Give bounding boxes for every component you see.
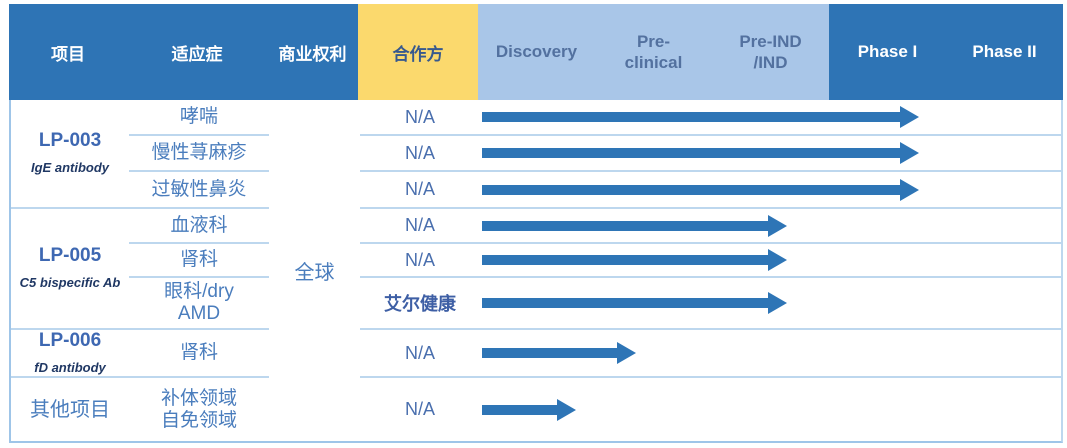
partner-cell: N/A: [404, 249, 435, 270]
partner-cell: N/A: [404, 179, 435, 199]
progress-arrow: [482, 249, 788, 271]
chart-cell: [480, 378, 1061, 441]
project-name: 其他项目: [30, 398, 110, 421]
chart-cell: [480, 100, 1061, 134]
arrow-head-icon: [768, 249, 788, 271]
project-block: LP-005 C5 bispecific Ab: [11, 209, 129, 330]
indication-cell: 补体领域 自免领域: [160, 387, 237, 431]
table-row: N/A: [360, 172, 1061, 209]
indication-column: 哮喘 慢性荨麻疹 过敏性鼻炎 血液科 肾科 眼科/dry AMD 肾科 补体领域 自免领域: [129, 100, 269, 441]
project-block: 其他项目: [11, 378, 129, 441]
table-body: LP-003 IgE antibody LP-005 C5 bispecific Ab…: [9, 100, 1063, 443]
indication-cell: 肾科: [129, 330, 269, 378]
arrow-shaft: [482, 255, 769, 265]
header-cell-indication: 适应症: [127, 4, 267, 100]
arrow-head-icon: [899, 178, 919, 201]
table-row: N/A: [360, 100, 1061, 136]
table-row: N/A: [360, 136, 1061, 172]
progress-arrow: [482, 292, 788, 314]
progress-arrow: [482, 178, 919, 201]
progress-arrow: [482, 398, 577, 421]
arrow-head-icon: [768, 292, 788, 314]
header-cell-rights: 商业权利: [267, 4, 358, 100]
chart-cell: [480, 172, 1061, 207]
arrow-shaft: [482, 404, 558, 415]
header-cell-stage-phase-i: Phase I: [829, 4, 946, 100]
partner-cell: N/A: [404, 215, 435, 235]
indication-cell: 过敏性鼻炎: [129, 172, 269, 209]
chart-cell: [480, 278, 1061, 328]
partner-cell: N/A: [404, 342, 435, 363]
table-row: N/A: [360, 244, 1061, 278]
table-row: N/A: [360, 378, 1061, 441]
project-subtitle: fD antibody: [34, 359, 106, 375]
project-name: LP-003: [38, 130, 102, 152]
rights-column: 全球: [269, 100, 360, 441]
table-row: 艾尔健康: [360, 278, 1061, 330]
progress-arrow: [482, 142, 919, 164]
arrow-shaft: [482, 112, 900, 122]
arrow-head-icon: [899, 106, 919, 128]
progress-arrow: [482, 214, 788, 237]
project-subtitle: C5 bispecific Ab: [19, 275, 121, 291]
partner-cell: N/A: [404, 106, 435, 127]
pipeline-table: 项目 适应症 商业权利 合作方 Discovery Pre- clinical Pr…: [9, 4, 1063, 443]
header-cell-stage-pre-clinical: Pre- clinical: [595, 4, 712, 100]
project-block: LP-003 IgE antibody: [11, 100, 129, 209]
chart-cell: [480, 330, 1061, 376]
header-row: 项目 适应症 商业权利 合作方 Discovery Pre- clinical Pr…: [9, 4, 1063, 100]
arrow-head-icon: [899, 142, 919, 164]
project-name: LP-005: [38, 245, 102, 267]
indication-cell: 哮喘: [129, 100, 269, 136]
table-row: N/A: [360, 209, 1061, 244]
chart-cell: [480, 136, 1061, 170]
header-cell-stage-phase-ii: Phase II: [946, 4, 1063, 100]
project-name: LP-006: [38, 329, 102, 351]
partner-cell: 艾尔健康: [384, 294, 456, 314]
progress-arrow: [482, 342, 636, 364]
table-row: N/A: [360, 330, 1061, 378]
chart-cell: [480, 209, 1061, 242]
partner-cell: N/A: [404, 399, 435, 419]
arrow-shaft: [482, 220, 769, 231]
progress-arrow: [482, 106, 919, 128]
partner-chart-column: N/A N/A N/A N/A N/A 艾尔健康 N/A N/A: [360, 100, 1061, 441]
project-column: LP-003 IgE antibody LP-005 C5 bispecific Ab…: [11, 100, 129, 441]
header-stage-columns: Discovery Pre- clinical Pre-IND /IND Phase …: [478, 4, 1063, 100]
header-cell-stage-pre-ind-ind: Pre-IND /IND: [712, 4, 829, 100]
arrow-shaft: [482, 298, 769, 308]
arrow-shaft: [482, 184, 900, 195]
arrow-head-icon: [768, 214, 788, 237]
header-cell-stage-discovery: Discovery: [478, 4, 595, 100]
indication-cell: 血液科: [129, 209, 269, 244]
indication-cell: 慢性荨麻疹: [129, 136, 269, 172]
arrow-head-icon: [557, 398, 577, 421]
header-cell-partner: 合作方: [358, 4, 478, 100]
arrow-shaft: [482, 148, 900, 158]
rights-value: 全球: [294, 262, 335, 284]
project-block: LP-006 fD antibody: [11, 330, 129, 378]
arrow-shaft: [482, 348, 617, 358]
indication-cell: 眼科/dry AMD: [129, 278, 269, 330]
chart-cell: [480, 244, 1061, 276]
project-subtitle: IgE antibody: [31, 160, 109, 176]
header-cell-project: 项目: [9, 4, 127, 100]
indication-cell: 肾科: [129, 244, 269, 278]
partner-cell: N/A: [404, 142, 435, 163]
arrow-head-icon: [616, 342, 636, 364]
